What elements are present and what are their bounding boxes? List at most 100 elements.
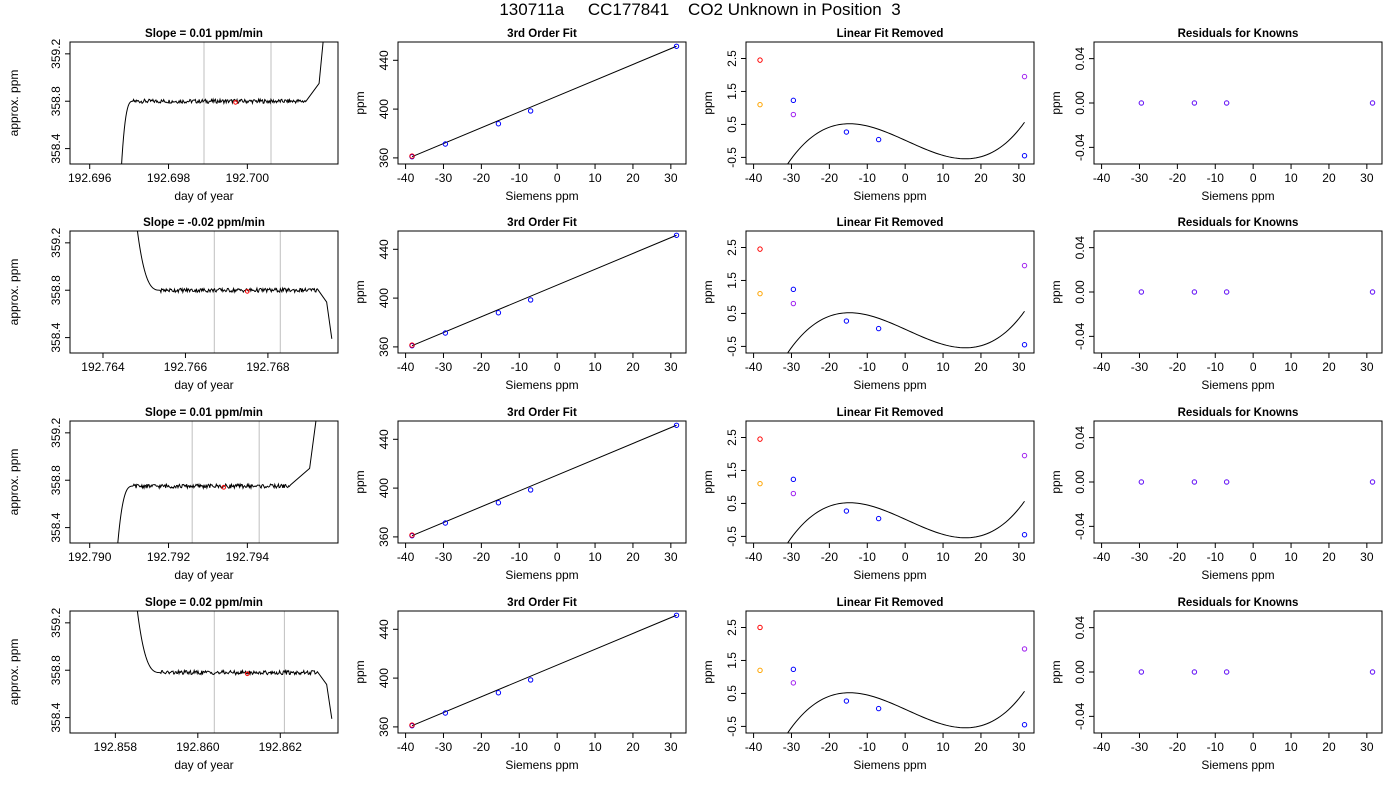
x-tick-label: 30	[1360, 360, 1374, 374]
panel-frame	[745, 610, 1035, 734]
panel-title: Slope = -0.02 ppm/min	[143, 217, 265, 229]
known-point	[673, 232, 680, 238]
plot-area	[757, 246, 1028, 353]
y-axis-label: ppm	[701, 660, 715, 683]
series-line	[136, 611, 333, 719]
unknown-point	[757, 246, 763, 252]
x-tick-label: -40	[397, 550, 415, 564]
orange-point	[757, 667, 763, 674]
x-tick-label: 0	[1250, 171, 1257, 185]
plot-area	[117, 421, 317, 543]
fit-curve	[787, 310, 1025, 353]
known-point	[527, 487, 534, 493]
plot-area	[757, 436, 1028, 543]
panel-r2-lin: Linear Fit Removed -40 -30 -20 -10 0 10 20 30 -0.…	[701, 217, 1035, 392]
y-axis-label: approx. ppm	[7, 639, 21, 706]
residual-point-overlay	[1138, 100, 1144, 106]
y-tick-label: 0.00	[1073, 470, 1087, 494]
x-tick-label: 10	[1284, 171, 1298, 185]
panel-title: 3rd Order Fit	[507, 407, 577, 419]
panel-frame	[397, 41, 687, 165]
known-point	[442, 520, 449, 526]
x-tick-label: 20	[974, 550, 988, 564]
y-tick-label: 400	[377, 99, 391, 119]
x-tick-label: -30	[783, 740, 801, 754]
x-tick-label: -10	[1207, 360, 1225, 374]
panel-title: Residuals for Knowns	[1178, 217, 1299, 229]
y-tick-label: 0.5	[725, 685, 739, 702]
panel-r1-lin: Linear Fit Removed -40 -30 -20 -10 0 10 20 30 -0.…	[701, 28, 1035, 203]
panel-r2-fit: 3rd Order Fit -40 -30 -20 -10 0 10 20 30 360 400 44…	[353, 217, 687, 392]
plot-area	[121, 42, 324, 164]
x-tick-label: -30	[1131, 171, 1149, 185]
plot-area	[1138, 669, 1376, 675]
reference-point	[1021, 452, 1028, 459]
x-axis-label: Siemens ppm	[853, 758, 926, 772]
y-tick-label: 440	[377, 239, 391, 259]
panel-frame	[69, 420, 339, 544]
x-tick-label: 20	[974, 360, 988, 374]
x-tick-label: 20	[626, 171, 640, 185]
x-tick-label: -10	[859, 360, 877, 374]
y-tick-label: 0.04	[1073, 426, 1087, 450]
reference-point	[1021, 73, 1028, 80]
known-point	[843, 698, 850, 704]
x-tick-label: -30	[435, 550, 453, 564]
reference-point	[1021, 262, 1028, 269]
x-tick-label: 20	[626, 360, 640, 374]
x-axis-label: Siemens ppm	[1201, 189, 1274, 203]
panel-title: Slope = 0.01 ppm/min	[145, 28, 263, 40]
panel-frame	[69, 230, 339, 354]
residual-point-overlay	[1138, 669, 1144, 675]
panel-title: Residuals for Knowns	[1178, 597, 1299, 609]
y-tick-label: 358.8	[49, 655, 63, 685]
x-axis-label: Siemens ppm	[853, 378, 926, 392]
x-tick-label: -10	[1207, 171, 1225, 185]
y-tick-label: 1.5	[725, 272, 739, 289]
x-axis-label: Siemens ppm	[505, 758, 578, 772]
panel-r4-ts: Slope = 0.02 ppm/min 192.858 192.860 192.86…	[7, 597, 339, 772]
panel-frame	[397, 420, 687, 544]
y-axis-label: approx. ppm	[7, 259, 21, 326]
known-point	[527, 297, 534, 303]
x-tick-label: 30	[664, 360, 678, 374]
x-tick-label: -20	[473, 171, 491, 185]
y-tick-label: 358.8	[49, 86, 63, 116]
known-point	[790, 476, 797, 483]
residual-point-overlay	[1224, 100, 1230, 106]
y-tick-label: 0.04	[1073, 47, 1087, 71]
x-tick-label: 10	[588, 740, 602, 754]
x-tick-label: 10	[588, 171, 602, 185]
unknown-point	[409, 532, 415, 538]
x-tick-label: 30	[1360, 171, 1374, 185]
panel-title: Linear Fit Removed	[837, 28, 944, 40]
residual-point-overlay	[1191, 479, 1197, 485]
panel-frame	[745, 41, 1035, 165]
x-tick-label: 10	[936, 171, 950, 185]
x-tick-label: 0	[902, 171, 909, 185]
x-tick-label: 30	[1012, 360, 1026, 374]
residual-point-overlay	[1138, 479, 1144, 485]
panel-title: 3rd Order Fit	[507, 28, 577, 40]
known-point	[442, 330, 449, 336]
known-point	[442, 710, 449, 716]
x-axis-label: Siemens ppm	[505, 189, 578, 203]
x-tick-label: 30	[1360, 740, 1374, 754]
y-axis-label: ppm	[701, 470, 715, 493]
reference-point	[790, 680, 797, 686]
y-tick-label: 400	[377, 478, 391, 498]
fit-line	[411, 614, 677, 727]
panel-r2-ts: Slope = -0.02 ppm/min 192.764 192.766 192.7…	[7, 217, 339, 392]
x-tick-label: 10	[936, 740, 950, 754]
y-tick-label: 2.5	[725, 50, 739, 67]
reference-point	[790, 300, 797, 307]
x-tick-label: -40	[745, 171, 763, 185]
mean-point	[233, 100, 238, 105]
x-tick-label: -10	[1207, 550, 1225, 564]
panel-r2-res: Residuals for Knowns -40 -30 -20 -10 0 10 20 30 -…	[1049, 217, 1383, 392]
plot-area	[1138, 479, 1376, 485]
y-tick-label: 0.04	[1073, 236, 1087, 260]
x-tick-label: 192.862	[259, 740, 303, 754]
fit-curve	[787, 690, 1025, 733]
x-tick-label: -30	[1131, 360, 1149, 374]
